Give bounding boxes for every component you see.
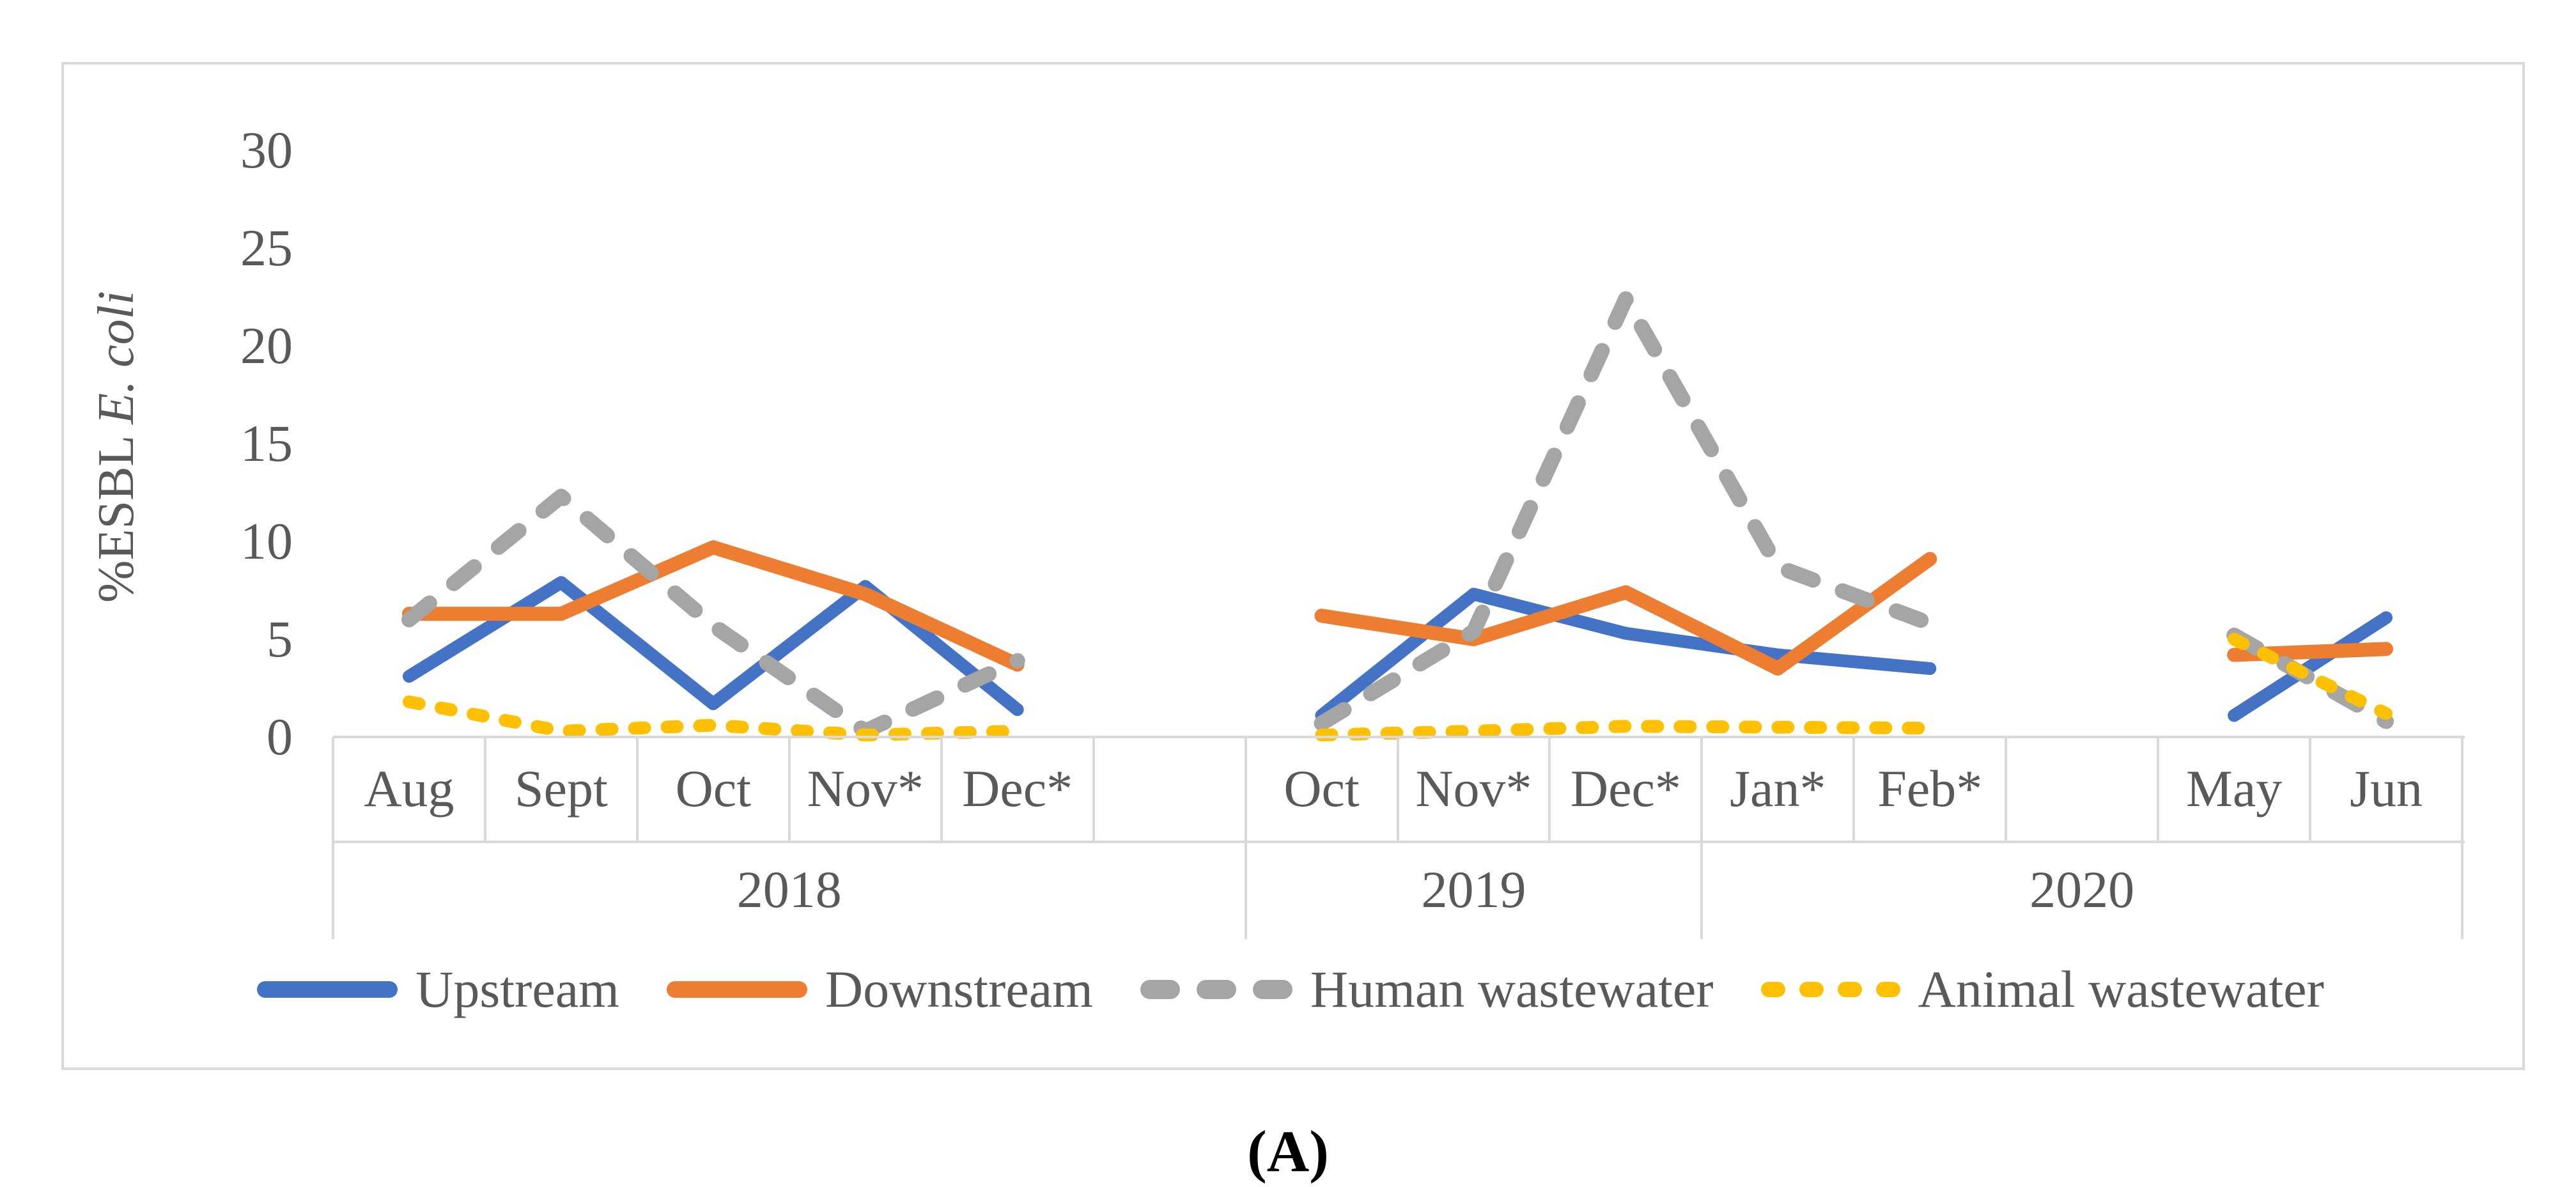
legend-swatch-human-wastewater-icon	[1140, 980, 1292, 999]
y-tick-label-30: 30	[240, 121, 293, 179]
month-label-Aug-0: Aug	[364, 759, 454, 818]
year-band-divider	[1700, 737, 1703, 939]
year-label-2019: 2019	[1421, 860, 1526, 919]
month-cell-divider	[1092, 737, 1095, 841]
y-tick-label-5: 5	[267, 610, 293, 668]
legend-swatch-upstream-icon	[257, 981, 398, 998]
legend-label: Downstream	[825, 960, 1093, 1018]
month-label-Jun-13: Jun	[2350, 759, 2423, 818]
month-row-bottom-line	[333, 841, 2465, 843]
y-tick-label-25: 25	[240, 219, 293, 277]
month-label-Dec-8: Dec*	[1570, 759, 1681, 818]
legend-swatch-animal-wastewater-icon	[1760, 982, 1900, 997]
year-band-divider	[1244, 737, 1247, 939]
legend-item-downstream: Downstream	[666, 959, 1093, 1020]
legend-label: Human wastewater	[1310, 960, 1714, 1018]
year-label-2020: 2020	[2029, 860, 2135, 919]
legend-dash	[1760, 982, 1785, 997]
month-cell-divider	[1852, 737, 1856, 841]
y-tick-label-20: 20	[240, 316, 293, 375]
legend-dash	[1875, 982, 1900, 997]
month-label-Feb-10: Feb*	[1877, 759, 1983, 818]
month-cell-divider	[1548, 737, 1551, 841]
month-label-Oct-2: Oct	[675, 759, 751, 818]
legend: Upstream Downstream Human wastewater Animal…	[61, 958, 2520, 1021]
year-band-divider	[332, 737, 334, 939]
month-cell-empty	[1094, 737, 1246, 841]
year-band-divider	[2461, 737, 2463, 939]
month-cell-divider	[788, 737, 791, 841]
legend-dash	[1140, 980, 1180, 999]
legend-label: Upstream	[415, 960, 619, 1018]
month-cell-empty	[2006, 737, 2158, 841]
x-axis-line	[333, 736, 2465, 738]
month-cell-divider	[483, 737, 486, 841]
month-label-Dec-4: Dec*	[962, 759, 1073, 818]
month-label-Oct-6: Oct	[1284, 759, 1360, 818]
month-label-Sept-1: Sept	[514, 759, 608, 818]
legend-dash	[1837, 982, 1862, 997]
year-label-2018: 2018	[736, 860, 842, 919]
legend-dash	[1252, 980, 1292, 999]
legend-item-animal-wastewater: Animal wastewater	[1760, 959, 2324, 1020]
month-label-May-12: May	[2185, 759, 2283, 818]
month-cell-divider	[2157, 737, 2160, 841]
month-label-Jan-9: Jan*	[1730, 759, 1826, 818]
month-label-Nov-3: Nov*	[807, 759, 924, 818]
figure-caption: (A)	[1247, 1119, 1329, 1184]
month-label-Nov-7: Nov*	[1415, 759, 1532, 818]
legend-dash	[1196, 980, 1236, 999]
month-cell-divider	[940, 737, 943, 841]
y-tick-label-15: 15	[240, 414, 293, 472]
y-tick-label-10: 10	[240, 512, 293, 570]
legend-item-human-wastewater: Human wastewater	[1140, 959, 1714, 1020]
legend-dash	[1799, 982, 1824, 997]
y-tick-label-0: 0	[267, 708, 293, 766]
month-cell-divider	[2309, 737, 2312, 841]
legend-label: Animal wastewater	[1918, 960, 2324, 1018]
month-cell-divider	[635, 737, 639, 841]
month-cell-divider	[1396, 737, 1399, 841]
month-cell-divider	[2005, 737, 2008, 841]
legend-swatch-downstream-icon	[666, 981, 807, 998]
legend-item-upstream: Upstream	[257, 959, 619, 1020]
